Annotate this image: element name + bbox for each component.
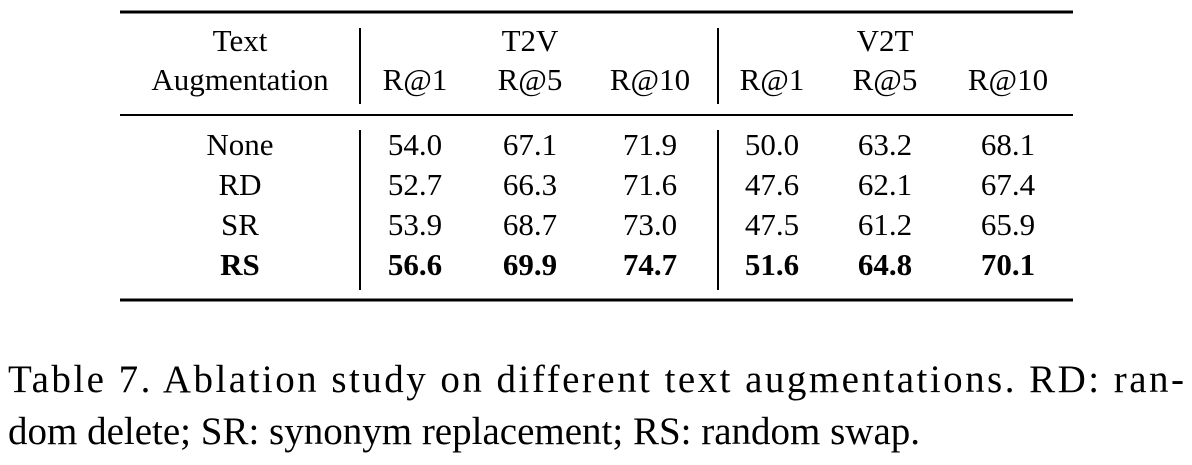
column-header: R@5 [853, 62, 918, 97]
caption-line: Table 7. Ablation study on different tex… [8, 358, 1184, 401]
column-header: R@5 [498, 62, 563, 97]
cell: 62.1 [858, 167, 912, 202]
row-label: None [206, 127, 273, 162]
cell: 70.1 [981, 247, 1035, 282]
cell: 67.1 [503, 127, 557, 162]
cell: 47.6 [745, 167, 799, 202]
cell: 65.9 [981, 207, 1035, 242]
row-label: SR [221, 207, 259, 242]
column-header: R@1 [383, 62, 448, 97]
corner-header: Text [213, 23, 268, 58]
cell: 71.6 [623, 167, 677, 202]
cell: 56.6 [388, 247, 442, 282]
cell: 54.0 [388, 127, 442, 162]
cell: 61.2 [858, 207, 912, 242]
cell: 64.8 [858, 247, 912, 282]
cell: 53.9 [388, 207, 442, 242]
row-label: RS [220, 247, 260, 282]
cell: 66.3 [503, 167, 557, 202]
row-label: RD [218, 167, 261, 202]
group-header: T2V [502, 23, 559, 58]
column-header: R@10 [968, 62, 1048, 97]
group-header: V2T [857, 23, 914, 58]
corner-header: Augmentation [151, 62, 329, 97]
cell: 47.5 [745, 207, 799, 242]
caption-line: dom delete; SR: synonym replacement; RS:… [8, 410, 920, 453]
cell: 52.7 [388, 167, 442, 202]
cell: 50.0 [745, 127, 799, 162]
cell: 74.7 [623, 247, 677, 282]
cell: 68.7 [503, 207, 557, 242]
column-header: R@1 [740, 62, 805, 97]
cell: 69.9 [503, 247, 557, 282]
cell: 73.0 [623, 207, 677, 242]
cell: 71.9 [623, 127, 677, 162]
column-header: R@10 [610, 62, 690, 97]
cell: 51.6 [745, 247, 799, 282]
cell: 67.4 [981, 167, 1036, 202]
cell: 68.1 [981, 127, 1035, 162]
cell: 63.2 [858, 127, 912, 162]
